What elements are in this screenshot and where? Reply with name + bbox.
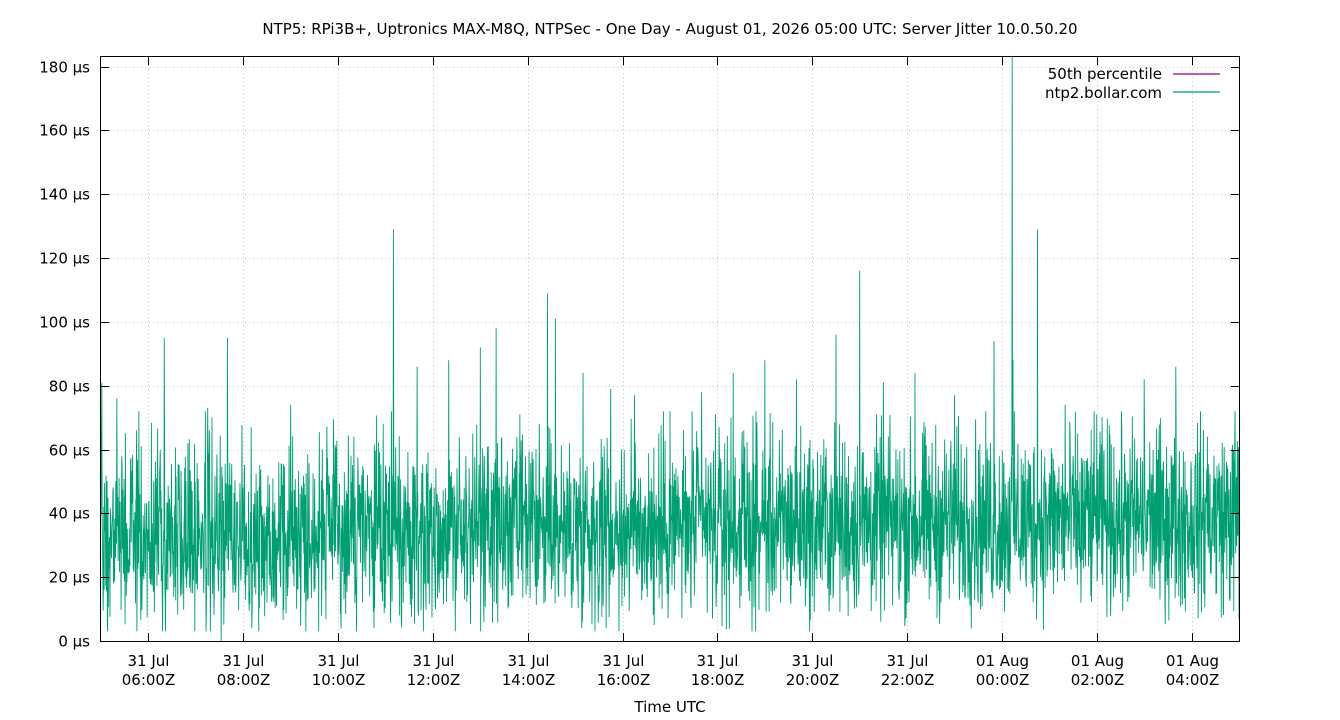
chart-title: NTP5: RPi3B+, Uptronics MAX-M8Q, NTPSec …	[262, 20, 1077, 38]
x-tick-label-time: 20:00Z	[786, 671, 840, 689]
x-tick-label-date: 31 Jul	[413, 652, 455, 670]
x-tick-label-time: 10:00Z	[312, 671, 366, 689]
y-tick-label: 140 µs	[39, 186, 90, 204]
x-tick-label-date: 01 Aug	[976, 652, 1029, 670]
y-tick-label: 20 µs	[49, 569, 90, 587]
x-tick-label-date: 31 Jul	[697, 652, 739, 670]
y-axis: 0 µs 20 µs 40 µs 60 µs 80 µs 100 µs 120 µs 140 …	[39, 59, 1239, 651]
series-layer	[101, 57, 1239, 641]
y-tick-label: 180 µs	[39, 59, 90, 77]
y-tick-label: 0 µs	[58, 633, 90, 651]
x-tick-label-date: 31 Jul	[318, 652, 360, 670]
x-tick-label-date: 31 Jul	[887, 652, 929, 670]
x-tick-label-date: 31 Jul	[223, 652, 265, 670]
x-tick-label-time: 12:00Z	[407, 671, 461, 689]
x-tick-label-date: 01 Aug	[1166, 652, 1219, 670]
x-axis-label: Time UTC	[633, 698, 705, 716]
y-tick-label: 100 µs	[39, 314, 90, 332]
legend-label-ntp2-bollar-com: ntp2.bollar.com	[1045, 84, 1162, 102]
x-tick-label-date: 31 Jul	[508, 652, 550, 670]
x-tick-label-date: 31 Jul	[603, 652, 645, 670]
y-tick-label: 120 µs	[39, 250, 90, 268]
x-tick-label-date: 31 Jul	[128, 652, 170, 670]
plot-frame	[100, 56, 1240, 642]
x-tick-label-time: 06:00Z	[122, 671, 176, 689]
y-tick-label: 160 µs	[39, 122, 90, 140]
series-line-ntp2-bollar-com	[101, 57, 1239, 641]
x-tick-label-time: 22:00Z	[881, 671, 935, 689]
x-tick-label-time: 16:00Z	[597, 671, 651, 689]
plot-area	[101, 57, 1239, 641]
y-tick-label: 80 µs	[49, 378, 90, 396]
x-tick-label-time: 04:00Z	[1166, 671, 1220, 689]
x-tick-label-time: 18:00Z	[691, 671, 745, 689]
legend: 50th percentile ntp2.bollar.com	[1045, 65, 1220, 102]
x-tick-label-time: 00:00Z	[976, 671, 1030, 689]
y-tick-label: 40 µs	[49, 505, 90, 523]
x-tick-label-time: 02:00Z	[1071, 671, 1125, 689]
y-tick-label: 60 µs	[49, 442, 90, 460]
x-tick-label-time: 14:00Z	[502, 671, 556, 689]
legend-label-50th-percentile: 50th percentile	[1048, 65, 1162, 83]
x-tick-label-date: 31 Jul	[792, 652, 834, 670]
x-tick-label-date: 01 Aug	[1071, 652, 1124, 670]
x-tick-label-time: 08:00Z	[217, 671, 271, 689]
